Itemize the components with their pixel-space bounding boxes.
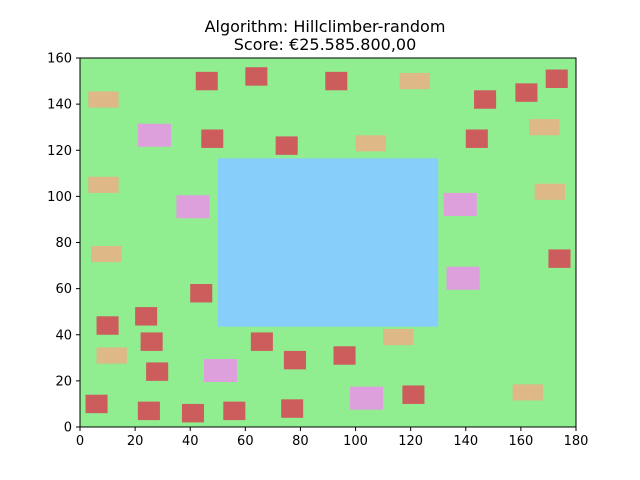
house-red: [181, 403, 204, 423]
house-red: [146, 362, 169, 381]
x-tick-label: 140: [453, 434, 478, 449]
house-orange: [96, 347, 127, 364]
house-pink: [443, 192, 477, 216]
house-orange: [529, 119, 560, 136]
x-tick-label: 0: [76, 434, 84, 449]
house-orange: [88, 91, 119, 108]
house-red: [135, 307, 158, 326]
y-tick-label: 120: [47, 144, 72, 159]
y-tick-label: 160: [47, 52, 72, 67]
x-tick-label: 160: [508, 434, 533, 449]
house-pink: [204, 358, 238, 383]
house-orange: [399, 72, 430, 90]
y-tick-label: 140: [47, 98, 72, 113]
house-red: [190, 284, 213, 303]
house-red: [283, 350, 306, 370]
x-tick-label: 100: [343, 434, 368, 449]
x-tick-label: 120: [398, 434, 423, 449]
water-layer: [217, 158, 439, 327]
y-tick-label: 40: [55, 328, 72, 343]
house-red: [281, 399, 304, 418]
y-tick-label: 80: [55, 236, 72, 251]
house-red: [201, 129, 224, 148]
house-red: [515, 83, 538, 102]
y-axis: 0 20 40 60 80 100 120 140 160: [47, 52, 80, 436]
house-red: [223, 401, 246, 421]
y-tick-label: 60: [55, 282, 72, 297]
house-red: [96, 316, 119, 335]
house-red: [195, 71, 218, 91]
house-red: [548, 249, 571, 268]
house-red: [465, 129, 488, 148]
house-orange: [88, 176, 119, 193]
x-tick-label: 60: [237, 434, 254, 449]
house-red: [325, 71, 348, 91]
house-pink: [446, 266, 480, 290]
water-area: [217, 158, 439, 327]
house-pink: [137, 123, 171, 147]
house-red: [85, 394, 108, 414]
x-tick-label: 20: [127, 434, 144, 449]
house-red: [545, 69, 568, 88]
house-red: [137, 401, 160, 421]
house-orange: [355, 135, 386, 152]
house-orange: [383, 328, 414, 346]
y-tick-label: 20: [55, 374, 72, 389]
house-pink: [350, 386, 384, 410]
x-tick-label: 180: [564, 434, 589, 449]
y-tick-label: 0: [64, 421, 72, 436]
x-tick-label: 40: [182, 434, 199, 449]
house-red: [140, 332, 163, 351]
house-red: [333, 346, 356, 365]
y-tick-label: 100: [47, 190, 72, 205]
house-orange: [512, 384, 543, 401]
house-orange: [91, 245, 122, 263]
x-tick-label: 80: [292, 434, 309, 449]
houses-layer: [85, 67, 571, 423]
chart-title: Algorithm: Hillclimber-random: [205, 17, 446, 36]
house-red: [474, 90, 497, 109]
chart-subtitle: Score: €25.585.800,00: [234, 35, 417, 54]
house-red: [402, 385, 425, 404]
house-red: [275, 136, 298, 155]
house-orange: [534, 183, 565, 200]
x-axis: 0 20 40 60 80 100 120 140 160 180: [76, 427, 589, 449]
house-red: [245, 67, 268, 86]
house-red: [250, 332, 273, 351]
house-pink: [176, 195, 210, 219]
